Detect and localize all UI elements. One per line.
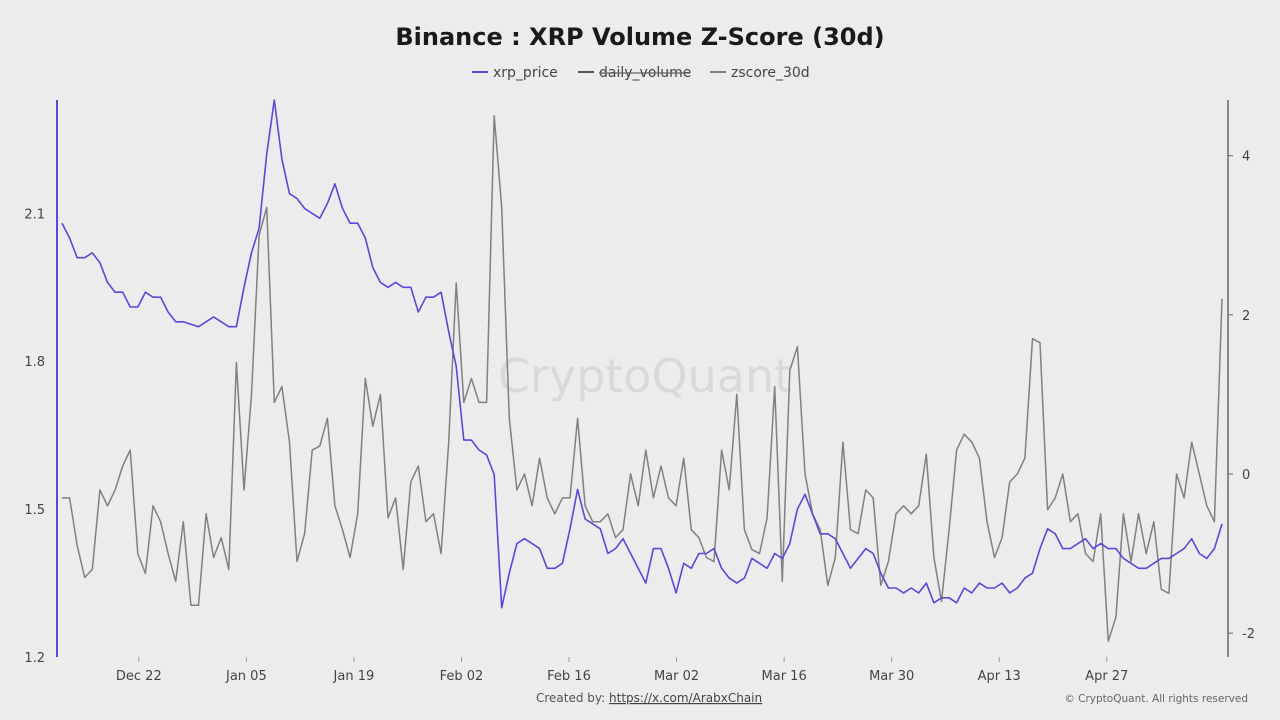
series-line-zscore_30d	[62, 115, 1223, 642]
left-y-axis: 1.2 1.5 1.8 2.1	[24, 207, 45, 666]
chart-title: Binance : XRP Volume Z-Score (30d)	[395, 23, 884, 51]
y-right-tick-label: 0	[1242, 468, 1250, 483]
footer-created-by-label: Created by:	[536, 691, 609, 705]
right-y-axis: -2 0 2 4	[1228, 150, 1255, 642]
series-line-xrp_price	[61, 99, 1223, 609]
x-tick-label: Mar 30	[869, 669, 914, 684]
footer-copyright: © CryptoQuant. All rights reserved	[1064, 693, 1248, 705]
y-left-tick-label: 2.1	[24, 207, 45, 222]
series-layer	[61, 99, 1223, 642]
footer-created-by: Created by: https://x.com/ArabxChain	[536, 691, 762, 705]
x-tick-label: Feb 16	[547, 669, 591, 684]
x-tick-label: Jan 05	[225, 669, 267, 684]
x-tick-label: Mar 16	[762, 669, 807, 684]
watermark: CryptoQuant	[498, 349, 792, 403]
legend-item-xrp_price[interactable]: xrp_price	[472, 65, 558, 81]
y-left-tick-label: 1.5	[24, 503, 45, 518]
legend-label: xrp_price	[493, 65, 558, 81]
x-axis: Dec 22 Jan 05 Jan 19 Feb 02 Feb 16 Mar 02 Mar …	[116, 657, 1128, 684]
y-right-tick-label: 2	[1242, 309, 1250, 324]
y-left-tick-label: 1.2	[24, 651, 45, 666]
x-tick-label: Mar 02	[654, 669, 699, 684]
legend-item-zscore_30d[interactable]: zscore_30d	[710, 65, 810, 81]
y-right-tick-label: 4	[1242, 150, 1250, 165]
legend-item-daily_volume[interactable]: daily_volume	[578, 65, 691, 81]
x-tick-label: Dec 22	[116, 669, 162, 684]
x-tick-label: Apr 13	[978, 669, 1021, 684]
x-tick-label: Jan 19	[333, 669, 375, 684]
y-left-tick-label: 1.8	[24, 355, 45, 370]
footer-link[interactable]: https://x.com/ArabxChain	[609, 691, 762, 705]
legend[interactable]: xrp_price daily_volume zscore_30d	[472, 65, 810, 81]
x-tick-label: Apr 27	[1085, 669, 1128, 684]
x-tick-label: Feb 02	[440, 669, 484, 684]
legend-label: zscore_30d	[731, 65, 810, 81]
y-right-tick-label: -2	[1242, 627, 1255, 642]
